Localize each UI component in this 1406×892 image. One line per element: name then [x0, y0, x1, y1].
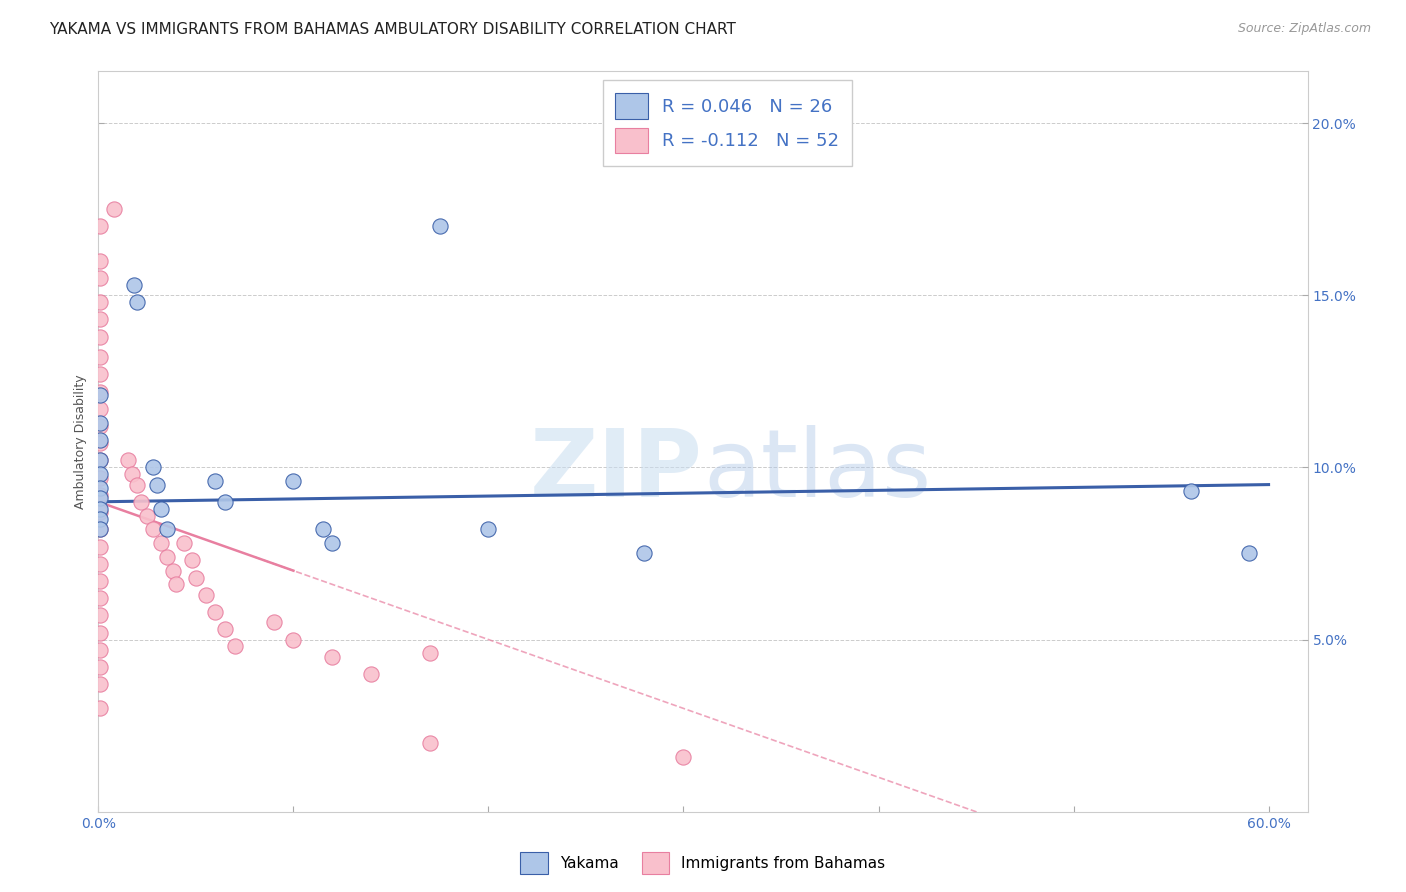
Point [122, 277, 145, 292]
Point [89, 501, 111, 516]
Point [89, 522, 111, 536]
Point [127, 477, 149, 491]
Point [149, 536, 172, 550]
Point [312, 522, 335, 536]
Point [149, 501, 172, 516]
Point [89, 481, 111, 495]
Point [89, 505, 111, 519]
Text: Source: ZipAtlas.com: Source: ZipAtlas.com [1237, 22, 1371, 36]
Point [127, 295, 149, 310]
Point [321, 649, 343, 664]
Point [204, 474, 226, 488]
Point [117, 453, 139, 467]
Point [89, 488, 111, 502]
Point [672, 749, 695, 764]
Text: ZIP: ZIP [530, 425, 703, 517]
Point [89, 384, 111, 399]
Point [419, 646, 441, 660]
Point [89, 491, 111, 506]
Point [89, 312, 111, 326]
Point [224, 640, 246, 654]
Point [89, 660, 111, 674]
Point [156, 549, 179, 564]
Point [89, 433, 111, 447]
Point [103, 202, 125, 216]
Point [89, 512, 111, 526]
Point [429, 219, 451, 234]
Point [89, 436, 111, 450]
Point [1180, 484, 1202, 499]
Point [89, 608, 111, 623]
Point [89, 540, 111, 554]
Point [89, 453, 111, 467]
Point [156, 522, 179, 536]
Point [283, 474, 305, 488]
Point [89, 625, 111, 640]
Point [89, 388, 111, 402]
Point [89, 271, 111, 285]
Point [146, 477, 169, 491]
Point [162, 564, 184, 578]
Point [194, 588, 217, 602]
Text: atlas: atlas [703, 425, 931, 517]
Point [321, 536, 343, 550]
Point [89, 574, 111, 588]
Point [131, 495, 153, 509]
Point [204, 605, 226, 619]
Point [89, 701, 111, 715]
Point [89, 419, 111, 434]
Point [89, 557, 111, 571]
Point [184, 570, 207, 584]
Point [89, 219, 111, 234]
Point [1237, 546, 1260, 560]
Point [89, 522, 111, 536]
Point [136, 508, 159, 523]
Point [89, 591, 111, 606]
Point [214, 495, 236, 509]
Point [165, 577, 187, 591]
Legend: R = 0.046   N = 26, R = -0.112   N = 52: R = 0.046 N = 26, R = -0.112 N = 52 [603, 80, 852, 166]
Point [89, 329, 111, 343]
Point [89, 368, 111, 382]
Text: YAKAMA VS IMMIGRANTS FROM BAHAMAS AMBULATORY DISABILITY CORRELATION CHART: YAKAMA VS IMMIGRANTS FROM BAHAMAS AMBULA… [49, 22, 737, 37]
Point [89, 677, 111, 691]
Point [142, 522, 165, 536]
Point [89, 467, 111, 482]
Point [214, 622, 236, 636]
Point [89, 471, 111, 485]
Point [89, 253, 111, 268]
Point [283, 632, 305, 647]
Point [477, 522, 499, 536]
Point [142, 460, 165, 475]
Legend: Yakama, Immigrants from Bahamas: Yakama, Immigrants from Bahamas [515, 846, 891, 880]
Point [173, 536, 195, 550]
Point [263, 615, 285, 630]
Point [89, 453, 111, 467]
Point [360, 667, 382, 681]
Point [121, 467, 143, 482]
Point [89, 350, 111, 364]
Point [89, 416, 111, 430]
Point [89, 295, 111, 310]
Point [89, 643, 111, 657]
Y-axis label: Ambulatory Disability: Ambulatory Disability [75, 375, 87, 508]
Point [181, 553, 204, 567]
Point [419, 736, 441, 750]
Point [633, 546, 655, 560]
Point [89, 401, 111, 416]
